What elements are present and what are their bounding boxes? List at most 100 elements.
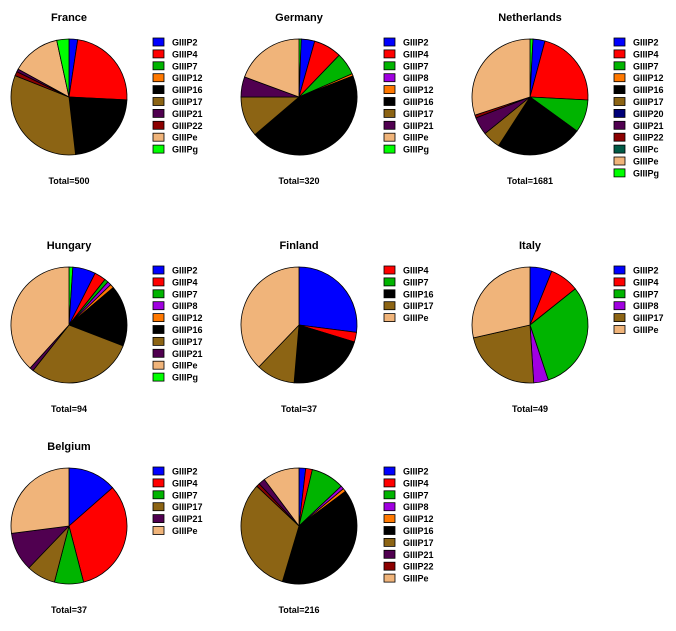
pie-slice-giiipe xyxy=(10,467,70,534)
legend-label: GIIIP4 xyxy=(403,49,429,59)
legend-swatch-giiip22 xyxy=(152,120,165,130)
legend-swatch-giiip7 xyxy=(383,490,396,500)
legend-label: GIIIP21 xyxy=(633,121,664,131)
legend-label: GIIIP4 xyxy=(633,277,659,287)
pie-slice-giiip16 xyxy=(281,490,358,585)
legend-swatch-giiip21 xyxy=(152,348,165,358)
legend-label: GIIIPe xyxy=(633,325,659,335)
pie-slice-giiipe xyxy=(263,467,300,528)
legend-swatch-giiip7 xyxy=(383,61,396,71)
legend-swatch-giiip4 xyxy=(152,277,165,287)
legend-swatch-giiip4 xyxy=(613,49,626,59)
legend-swatch-giiip2 xyxy=(383,37,396,47)
legend-label: GIIIP4 xyxy=(633,49,659,59)
legend-swatch-giiip17 xyxy=(613,97,626,106)
legend-swatch-giiip7 xyxy=(613,289,626,299)
legend-label: GIIIP12 xyxy=(172,73,203,83)
legend-label: GIIIP21 xyxy=(172,349,203,359)
legend-swatch-giiipg xyxy=(152,144,165,154)
legend-swatch-giiip4 xyxy=(383,49,396,59)
legend-swatch-giiip8 xyxy=(383,73,396,83)
legend-swatch-giiip2 xyxy=(152,37,165,47)
total-label: Total=94 xyxy=(51,404,87,414)
legend-label: GIIIP4 xyxy=(403,478,429,488)
legend-label: GIIIP22 xyxy=(403,562,434,572)
legend-label: GIIIP7 xyxy=(633,289,659,299)
pie-slice-giiip7 xyxy=(529,288,589,381)
pie-slice-giiip4 xyxy=(529,40,589,101)
legend-swatch-giiip20 xyxy=(613,109,626,118)
legend-label: GIIIP2 xyxy=(172,266,198,276)
legend-label: GIIIPg xyxy=(633,168,659,178)
legend-swatch-giiip12 xyxy=(152,313,165,323)
total-label: Total=500 xyxy=(48,176,89,186)
legend-swatch-giiip16 xyxy=(383,289,396,299)
legend-swatch-giiipg xyxy=(613,168,626,178)
legend-swatch-giiip4 xyxy=(383,265,396,275)
legend-swatch-giiip2 xyxy=(152,265,165,275)
legend-label: GIIIP4 xyxy=(172,277,198,287)
legend-label: GIIIP12 xyxy=(403,85,434,95)
legend-swatch-giiip21 xyxy=(383,120,396,130)
total-label: Total=1681 xyxy=(507,176,553,186)
legend-label: GIIIPg xyxy=(172,373,198,383)
legend-swatch-giiip16 xyxy=(152,325,165,334)
legend-label: GIIIP17 xyxy=(172,502,203,512)
total-label: Total=37 xyxy=(51,605,87,615)
legend-label: GIIIP22 xyxy=(633,133,664,143)
legend-label: GIIIP2 xyxy=(403,467,429,477)
legend-label: GIIIP16 xyxy=(633,85,664,95)
legend-label: GIIIP16 xyxy=(403,97,434,107)
pie-slice-giiip16 xyxy=(254,75,358,156)
legend-swatch-giiipe xyxy=(152,360,165,370)
legend-swatch-giiip12 xyxy=(613,73,626,83)
legend-swatch-giiip12 xyxy=(152,73,165,83)
total-label: Total=49 xyxy=(512,404,548,414)
legend-swatch-giiip8 xyxy=(613,301,626,311)
legend-swatch-giiip7 xyxy=(613,61,626,71)
legend-label: GIIIP17 xyxy=(633,97,664,107)
legend-swatch-giiip7 xyxy=(152,61,165,71)
pie-slice-giiipe xyxy=(244,38,300,98)
legend-label: GIIIP7 xyxy=(403,61,429,71)
legend-label: GIIIP12 xyxy=(403,514,434,524)
pie-slice-giiip4 xyxy=(68,39,128,101)
legend-label: GIIIP7 xyxy=(172,61,198,71)
legend-label: GIIIP2 xyxy=(172,467,198,477)
legend-swatch-giiipg xyxy=(152,372,165,382)
pie-slice-giiip16 xyxy=(68,286,128,347)
legend-label: GIIIP16 xyxy=(172,85,203,95)
legend-swatch-giiip4 xyxy=(152,49,165,59)
pie-slice-giiip16 xyxy=(68,96,128,156)
legend-swatch-giiip7 xyxy=(152,490,165,500)
legend-label: GIIIP20 xyxy=(633,109,664,119)
legend-swatch-giiip22 xyxy=(383,561,396,571)
legend-label: GIIIP17 xyxy=(403,109,434,119)
pie-slice-giiip17 xyxy=(472,324,535,384)
legend-swatch-giiip16 xyxy=(152,85,165,94)
legend-swatch-giiip21 xyxy=(152,109,165,118)
legend-swatch-giiip17 xyxy=(152,502,165,512)
legend-label: GIIIPg xyxy=(172,145,198,155)
legend-swatch-giiip2 xyxy=(383,466,396,476)
legend-label: GIIIP2 xyxy=(633,38,659,48)
legend-label: GIIIPe xyxy=(403,574,429,584)
legend-swatch-giiip8 xyxy=(383,502,396,512)
legend-swatch-giiipe xyxy=(613,325,626,334)
legend-label: GIIIP4 xyxy=(172,478,198,488)
chart-title: Hungary xyxy=(47,240,93,252)
legend-label: GIIIP7 xyxy=(403,277,429,287)
legend-label: GIIIP17 xyxy=(403,538,434,548)
legend-label: GIIIP17 xyxy=(172,97,203,107)
pie-slice-giiip17 xyxy=(32,324,124,384)
legend-swatch-giiipe xyxy=(383,313,396,323)
legend-label: GIIIPc xyxy=(633,145,659,155)
legend-label: GIIIP17 xyxy=(172,337,203,347)
legend-label: GIIIP12 xyxy=(633,73,664,83)
